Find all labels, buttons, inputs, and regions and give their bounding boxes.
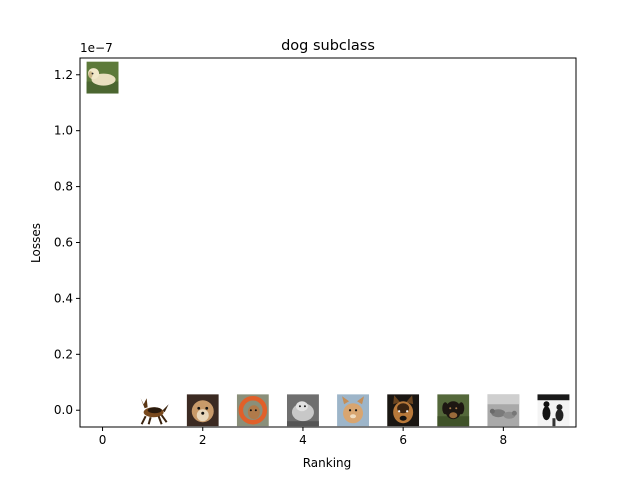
x-tick-label: 4 [299,433,307,447]
y-tick-label: 0.6 [54,236,73,250]
y-tick-label: 1.2 [54,68,73,82]
y-tick-label: 0.8 [54,180,73,194]
x-tick-label: 0 [99,433,107,447]
x-tick-label: 6 [399,433,407,447]
y-tick-label: 0.4 [54,291,73,305]
chart-title: dog subclass [281,38,375,54]
x-axis-label: Ranking [303,456,352,470]
data-point-black-tan-dog-in-grass [437,394,470,427]
points-layer [86,61,570,427]
plot-frame [79,57,577,428]
x-tick-label: 2 [199,433,207,447]
data-point-german-shepherd-face [387,394,420,427]
y-tick-label: 0.0 [54,403,73,417]
data-point-grey-dog-grayscale [286,394,319,427]
data-point-german-shepherd-running [136,394,169,427]
ticks-layer: 0 2 4 6 8 0.0 0.2 0.4 0.6 0.8 1.0 1.2 [54,68,507,447]
y-axis-label: Losses [29,223,43,263]
x-tick-label: 8 [500,433,508,447]
data-point-grey-dogs-outdoor [487,394,520,427]
data-point-fluffy-dog-closeup [186,394,219,427]
data-point-golden-retriever-lying-on-grass [86,61,119,94]
data-point-tan-dog-on-blue-background [337,394,370,427]
y-tick-label: 1.0 [54,124,73,138]
data-point-black-white-dog-silhouettes [537,394,570,427]
data-point-dog-with-orange-ring-toy [236,394,269,427]
y-tick-label: 0.2 [54,347,73,361]
y-offset-text: 1e−7 [80,41,113,55]
